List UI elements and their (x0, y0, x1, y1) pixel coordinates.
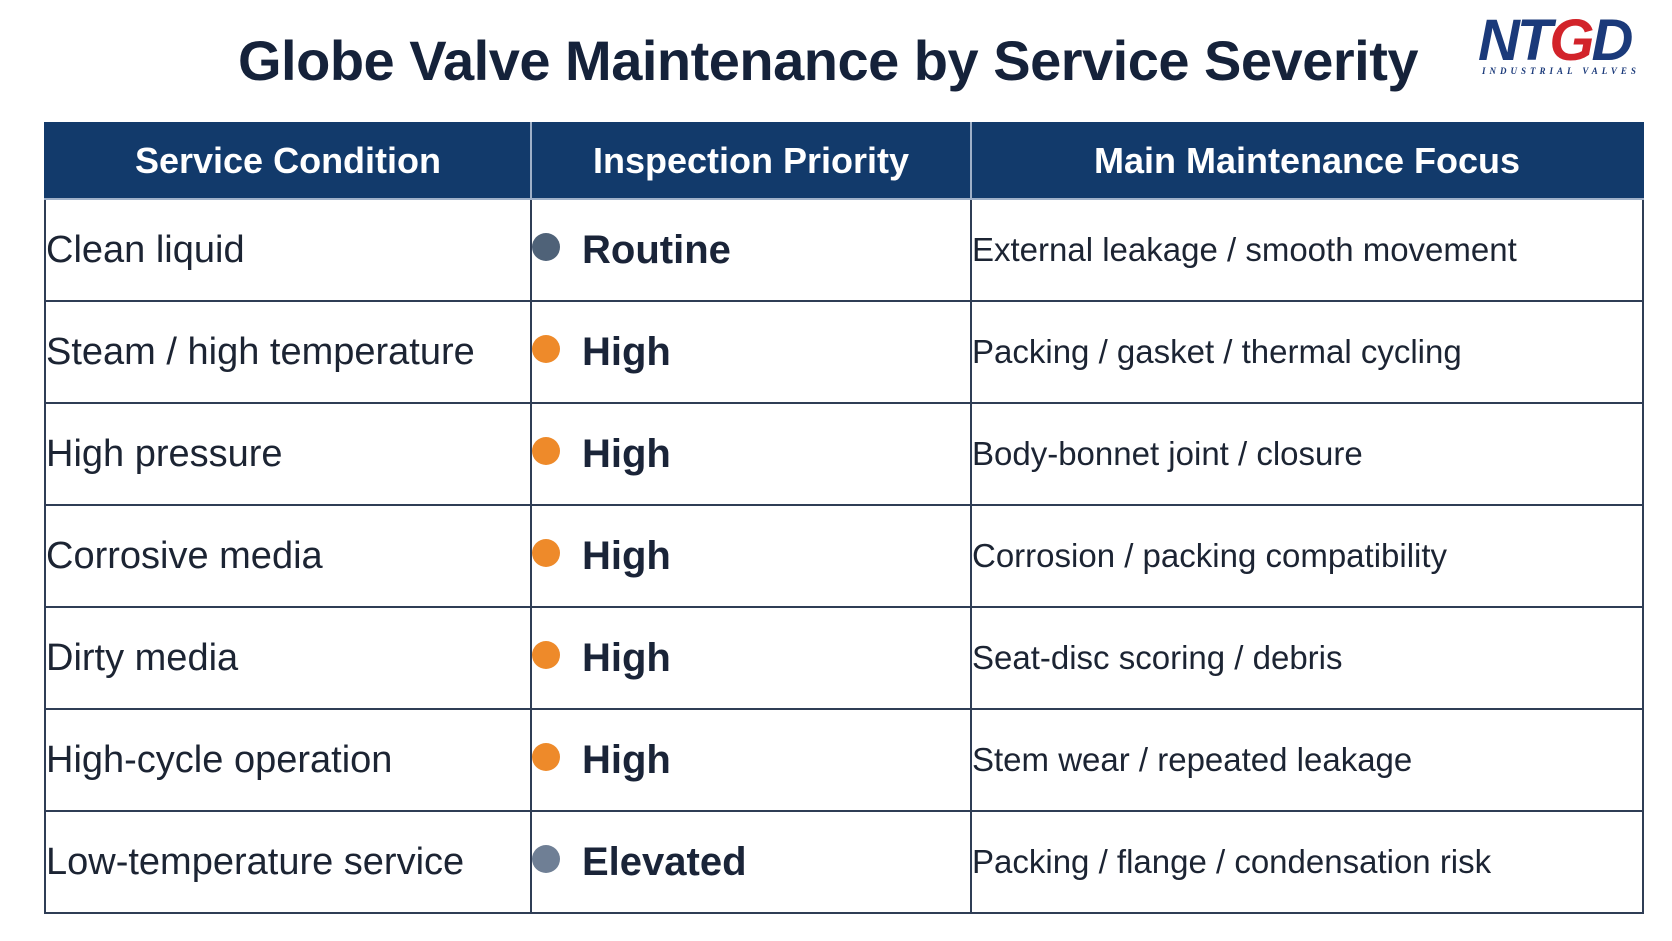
inspection-priority-cell: High (530, 504, 972, 608)
priority-label: Routine (582, 227, 731, 272)
header-inspection-priority: Inspection Priority (530, 122, 972, 200)
inspection-priority-cell: High (530, 708, 972, 812)
page-title: Globe Valve Maintenance by Service Sever… (238, 29, 1418, 92)
priority-label: High (582, 737, 671, 782)
inspection-priority-cell: Routine (530, 198, 972, 302)
header-main-maintenance-focus: Main Maintenance Focus (970, 122, 1644, 200)
table-row: Steam / high temperature High Packing / … (44, 300, 1644, 404)
priority-dot-icon (532, 539, 560, 567)
table-header-row: Service Condition Inspection Priority Ma… (44, 122, 1644, 200)
priority-dot-icon (532, 743, 560, 771)
service-condition-cell: High-cycle operation (44, 708, 532, 812)
priority-label: High (582, 533, 671, 578)
service-condition-cell: Corrosive media (44, 504, 532, 608)
table-row: Corrosive media High Corrosion / packing… (44, 504, 1644, 608)
maintenance-focus-cell: Body-bonnet joint / closure (970, 402, 1644, 506)
inspection-priority-cell: High (530, 300, 972, 404)
priority-dot-icon (532, 335, 560, 363)
maintenance-focus-cell: Corrosion / packing compatibility (970, 504, 1644, 608)
priority-label: High (582, 431, 671, 476)
service-condition-cell: Clean liquid (44, 198, 532, 302)
maintenance-focus-cell: Stem wear / repeated leakage (970, 708, 1644, 812)
maintenance-focus-cell: Packing / gasket / thermal cycling (970, 300, 1644, 404)
logo-tagline: INDUSTRIAL VALVES (1482, 66, 1640, 76)
service-condition-cell: Low-temperature service (44, 810, 532, 914)
inspection-priority-cell: High (530, 606, 972, 710)
inspection-priority-cell: High (530, 402, 972, 506)
service-condition-cell: High pressure (44, 402, 532, 506)
table-row: High pressure High Body-bonnet joint / c… (44, 402, 1644, 506)
priority-dot-icon (532, 437, 560, 465)
table-row: Clean liquid Routine External leakage / … (44, 198, 1644, 302)
maintenance-focus-cell: Seat-disc scoring / debris (970, 606, 1644, 710)
inspection-priority-cell: Elevated (530, 810, 972, 914)
priority-dot-icon (532, 641, 560, 669)
table-row: Dirty media High Seat-disc scoring / deb… (44, 606, 1644, 710)
priority-label: High (582, 635, 671, 680)
priority-label: Elevated (582, 839, 747, 884)
logo-text-left: NT (1478, 8, 1552, 73)
table-row: Low-temperature service Elevated Packing… (44, 810, 1644, 914)
table-row: High-cycle operation High Stem wear / re… (44, 708, 1644, 812)
service-condition-cell: Dirty media (44, 606, 532, 710)
service-condition-cell: Steam / high temperature (44, 300, 532, 404)
logo-wordmark: NTGD (1478, 8, 1633, 73)
company-logo: NTGD INDUSTRIAL VALVES (1478, 10, 1658, 80)
logo-text-right: D (1591, 8, 1633, 73)
logo-text-mid: G (1549, 8, 1594, 73)
table-body: Clean liquid Routine External leakage / … (44, 198, 1644, 914)
maintenance-table: Service Condition Inspection Priority Ma… (44, 122, 1644, 914)
priority-dot-icon (532, 845, 560, 873)
priority-label: High (582, 329, 671, 374)
priority-dot-icon (532, 233, 560, 261)
maintenance-focus-cell: External leakage / smooth movement (970, 198, 1644, 302)
header-service-condition: Service Condition (44, 122, 532, 200)
maintenance-focus-cell: Packing / flange / condensation risk (970, 810, 1644, 914)
